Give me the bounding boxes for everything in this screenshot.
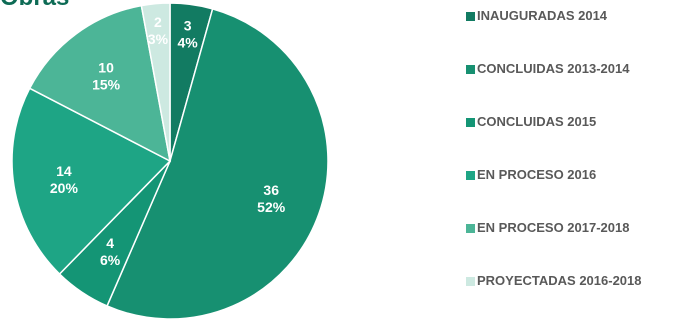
pie-plot: 3 4% 36 52% 4 6% 14 20% 10 15% 2 3% bbox=[11, 2, 329, 320]
pie-slice-2 bbox=[106, 7, 329, 320]
legend-item-6: PROYECTADAS 2016-2018 bbox=[466, 273, 679, 289]
pie-slice-5 bbox=[28, 4, 172, 163]
slice-percent-3: 6% bbox=[100, 252, 121, 268]
slice-value-2: 36 bbox=[263, 182, 279, 198]
slice-label-4: 14 20% bbox=[50, 163, 79, 196]
legend-item-2: CONCLUIDAS 2013-2014 bbox=[466, 61, 679, 77]
legend-label-2: CONCLUIDAS 2013-2014 bbox=[477, 61, 630, 76]
slice-percent-2: 52% bbox=[257, 199, 286, 215]
chart-title: Obras bbox=[0, 0, 69, 12]
legend-item-3: CONCLUIDAS 2015 bbox=[466, 114, 679, 130]
legend-label-5: EN PROCESO 2017-2018 bbox=[477, 220, 630, 235]
slice-percent-4: 20% bbox=[50, 180, 79, 196]
slice-label-2: 36 52% bbox=[257, 182, 286, 215]
pie-slice-4 bbox=[11, 87, 172, 276]
slice-label-3: 4 6% bbox=[100, 235, 121, 268]
legend-label-3: CONCLUIDAS 2015 bbox=[477, 114, 597, 129]
slice-value-1: 3 bbox=[184, 18, 192, 34]
legend-item-5: EN PROCESO 2017-2018 bbox=[466, 220, 679, 236]
slice-label-1: 3 4% bbox=[177, 18, 198, 51]
slice-value-3: 4 bbox=[106, 235, 114, 251]
legend-swatch-6 bbox=[466, 277, 475, 286]
legend-swatch-1 bbox=[466, 12, 475, 21]
slice-percent-6: 3% bbox=[148, 31, 169, 47]
legend-swatch-3 bbox=[466, 118, 475, 127]
legend-label-1: INAUGURADAS 2014 bbox=[477, 8, 608, 23]
slice-percent-5: 15% bbox=[92, 77, 121, 93]
legend: INAUGURADAS 2014 CONCLUIDAS 2013-2014 CONC… bbox=[466, 0, 679, 322]
slice-value-5: 10 bbox=[98, 60, 114, 76]
slice-value-6: 2 bbox=[154, 14, 162, 30]
pie-slice-6 bbox=[140, 2, 171, 162]
legend-label-4: EN PROCESO 2016 bbox=[477, 167, 597, 182]
slice-value-4: 14 bbox=[56, 163, 72, 179]
slice-percent-1: 4% bbox=[177, 35, 198, 51]
legend-item-4: EN PROCESO 2016 bbox=[466, 167, 679, 183]
legend-item-1: INAUGURADAS 2014 bbox=[466, 8, 679, 24]
slice-label-5: 10 15% bbox=[92, 60, 121, 93]
legend-swatch-2 bbox=[466, 65, 475, 74]
legend-swatch-5 bbox=[466, 224, 475, 233]
legend-swatch-4 bbox=[466, 171, 475, 180]
legend-label-6: PROYECTADAS 2016-2018 bbox=[477, 273, 642, 288]
slice-label-6: 2 3% bbox=[148, 14, 169, 47]
